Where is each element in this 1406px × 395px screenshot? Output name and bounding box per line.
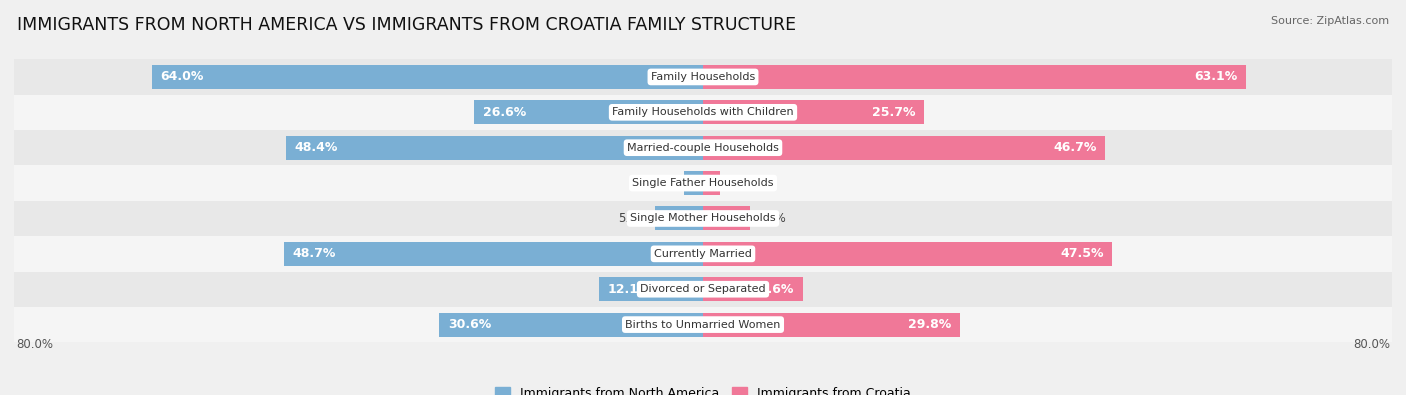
Bar <box>703 207 749 231</box>
Bar <box>703 171 720 195</box>
Bar <box>14 130 1392 166</box>
Bar <box>284 242 703 266</box>
Text: 26.6%: 26.6% <box>482 106 526 119</box>
Bar <box>152 65 703 89</box>
Text: Divorced or Separated: Divorced or Separated <box>640 284 766 294</box>
Text: 80.0%: 80.0% <box>1353 338 1391 350</box>
Bar <box>14 236 1392 271</box>
Text: Single Mother Households: Single Mother Households <box>630 213 776 224</box>
Bar <box>703 312 960 337</box>
Text: 11.6%: 11.6% <box>751 283 794 296</box>
Text: 29.8%: 29.8% <box>908 318 950 331</box>
Bar <box>14 271 1392 307</box>
Bar <box>703 135 1105 160</box>
Bar <box>287 135 703 160</box>
Bar <box>14 201 1392 236</box>
Bar <box>703 100 924 124</box>
Bar <box>14 95 1392 130</box>
Text: IMMIGRANTS FROM NORTH AMERICA VS IMMIGRANTS FROM CROATIA FAMILY STRUCTURE: IMMIGRANTS FROM NORTH AMERICA VS IMMIGRA… <box>17 16 796 34</box>
Text: 25.7%: 25.7% <box>872 106 915 119</box>
Text: Single Father Households: Single Father Households <box>633 178 773 188</box>
Bar <box>703 277 803 301</box>
Text: 5.6%: 5.6% <box>619 212 648 225</box>
Text: 63.1%: 63.1% <box>1195 70 1237 83</box>
Bar <box>440 312 703 337</box>
Bar <box>474 100 703 124</box>
Text: Source: ZipAtlas.com: Source: ZipAtlas.com <box>1271 16 1389 26</box>
Bar <box>14 59 1392 95</box>
Bar <box>599 277 703 301</box>
Text: 30.6%: 30.6% <box>449 318 491 331</box>
Text: Family Households with Children: Family Households with Children <box>612 107 794 117</box>
Text: 5.4%: 5.4% <box>756 212 786 225</box>
Bar <box>703 242 1112 266</box>
Text: 48.7%: 48.7% <box>292 247 336 260</box>
Bar <box>703 65 1246 89</box>
Text: 64.0%: 64.0% <box>160 70 204 83</box>
Text: 48.4%: 48.4% <box>295 141 339 154</box>
Text: 12.1%: 12.1% <box>607 283 651 296</box>
Text: 2.0%: 2.0% <box>727 177 756 190</box>
Bar <box>14 166 1392 201</box>
Text: 46.7%: 46.7% <box>1053 141 1097 154</box>
Text: 2.2%: 2.2% <box>647 177 678 190</box>
Text: Births to Unmarried Women: Births to Unmarried Women <box>626 320 780 329</box>
Text: Currently Married: Currently Married <box>654 249 752 259</box>
Text: Married-couple Households: Married-couple Households <box>627 143 779 153</box>
Text: 80.0%: 80.0% <box>15 338 53 350</box>
Bar <box>14 307 1392 342</box>
Bar <box>685 171 703 195</box>
Bar <box>655 207 703 231</box>
Text: Family Households: Family Households <box>651 72 755 82</box>
Text: 47.5%: 47.5% <box>1060 247 1104 260</box>
Legend: Immigrants from North America, Immigrants from Croatia: Immigrants from North America, Immigrant… <box>491 382 915 395</box>
